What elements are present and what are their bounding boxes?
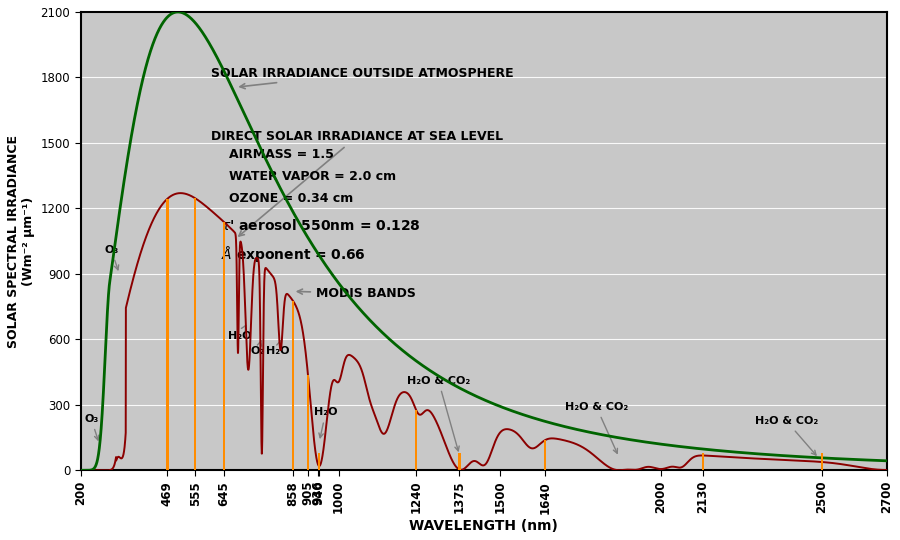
Text: O₃: O₃ — [104, 245, 119, 270]
Text: $\tau$' aerosol 550nm = 0.128: $\tau$' aerosol 550nm = 0.128 — [220, 218, 420, 233]
Bar — [223, 222, 225, 470]
Text: H₂O & CO₂: H₂O & CO₂ — [755, 416, 818, 455]
Text: O₃: O₃ — [85, 414, 99, 440]
Text: $\AA$ exponent = 0.66: $\AA$ exponent = 0.66 — [220, 244, 365, 264]
Text: WATER VAPOR = 2.0 cm: WATER VAPOR = 2.0 cm — [229, 170, 396, 183]
Bar — [166, 199, 168, 470]
Text: H₂O & CO₂: H₂O & CO₂ — [407, 376, 470, 451]
Text: AIRMASS = 1.5: AIRMASS = 1.5 — [229, 148, 334, 161]
Text: SOLAR IRRADIANCE OUTSIDE ATMOSPHERE: SOLAR IRRADIANCE OUTSIDE ATMOSPHERE — [212, 66, 514, 89]
Text: H₂O: H₂O — [228, 326, 251, 341]
Text: OZONE = 0.34 cm: OZONE = 0.34 cm — [229, 192, 353, 205]
Text: MODIS BANDS: MODIS BANDS — [297, 287, 416, 300]
Bar — [702, 453, 704, 470]
Bar — [458, 453, 461, 470]
Text: DIRECT SOLAR IRRADIANCE AT SEA LEVEL: DIRECT SOLAR IRRADIANCE AT SEA LEVEL — [212, 130, 503, 236]
Text: H₂O: H₂O — [266, 341, 289, 356]
Bar — [821, 453, 824, 470]
Bar — [194, 198, 196, 470]
Bar — [415, 410, 417, 470]
Text: H₂O & CO₂: H₂O & CO₂ — [565, 402, 628, 453]
Bar — [544, 440, 546, 470]
Bar — [307, 375, 309, 470]
Text: H₂O: H₂O — [314, 408, 338, 438]
Bar — [318, 453, 320, 470]
Y-axis label: SOLAR SPECTRAL IRRADIANCE
(Wm⁻² μm⁻¹): SOLAR SPECTRAL IRRADIANCE (Wm⁻² μm⁻¹) — [7, 134, 35, 348]
Bar — [292, 301, 294, 470]
X-axis label: WAVELENGTH (nm): WAVELENGTH (nm) — [410, 519, 558, 533]
Text: O₂: O₂ — [251, 341, 266, 356]
